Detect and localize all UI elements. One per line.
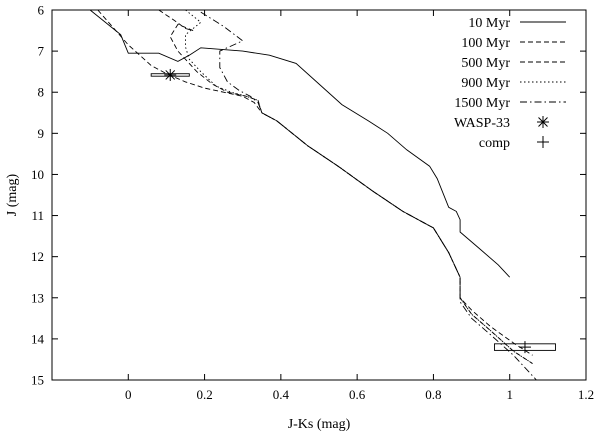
isochrone-curves [89,9,537,381]
y-tick-label: 12 [31,249,44,264]
legend: 10 Myr 100 Myr 500 Myr 900 Myr 1500 Myr WASP-… [454,16,566,151]
plot-frame [51,9,587,381]
x-tick-label: 0.4 [273,387,290,402]
legend-entry: 500 Myr [461,56,566,71]
point-comp [494,341,556,354]
x-axis-label: J-Ks (mag) [288,417,351,432]
legend-entry: 100 Myr [461,36,566,51]
x-tick-label: 0.8 [425,387,441,402]
legend-label: WASP-33 [454,116,510,131]
legend-entry: 1500 Myr [454,96,566,111]
legend-label: 500 Myr [461,56,510,71]
legend-entry: WASP-33 [454,116,549,131]
legend-label: 10 Myr [468,16,510,31]
y-tick-label: 6 [38,3,45,18]
legend-entry: 900 Myr [461,76,566,91]
series-line-0 [89,9,511,278]
legend-label: 900 Myr [461,76,510,91]
legend-label: 1500 Myr [454,96,510,111]
y-axis-label: J (mag) [5,173,20,216]
x-tick-label: 0 [125,387,132,402]
y-tick-label: 7 [38,44,45,59]
series-line-4 [200,11,537,381]
axis-ticks [52,9,587,381]
legend-entry: comp [479,136,549,151]
y-tick-label: 9 [38,126,45,141]
x-tick-label: 0.2 [196,387,212,402]
y-tick-label: 15 [31,373,44,388]
legend-label: comp [479,136,510,151]
y-tick-label: 10 [31,167,44,182]
y-tick-label: 11 [31,208,44,223]
x-tick-label: 1.2 [578,387,594,402]
y-tick-label: 13 [31,290,44,305]
x-tick-label: 1 [506,387,513,402]
x-tick-label: 0.6 [349,387,366,402]
y-tick-labels: 6 7 8 9 10 11 12 13 14 15 [31,3,45,388]
legend-label: 100 Myr [461,36,510,51]
star-markers [150,68,556,354]
y-tick-label: 8 [38,85,45,100]
point-wasp-33 [150,68,190,81]
x-tick-labels: 0 0.2 0.4 0.6 0.8 1 1.2 [125,387,594,402]
legend-entry: 10 Myr [468,16,566,31]
y-tick-label: 14 [31,331,45,346]
